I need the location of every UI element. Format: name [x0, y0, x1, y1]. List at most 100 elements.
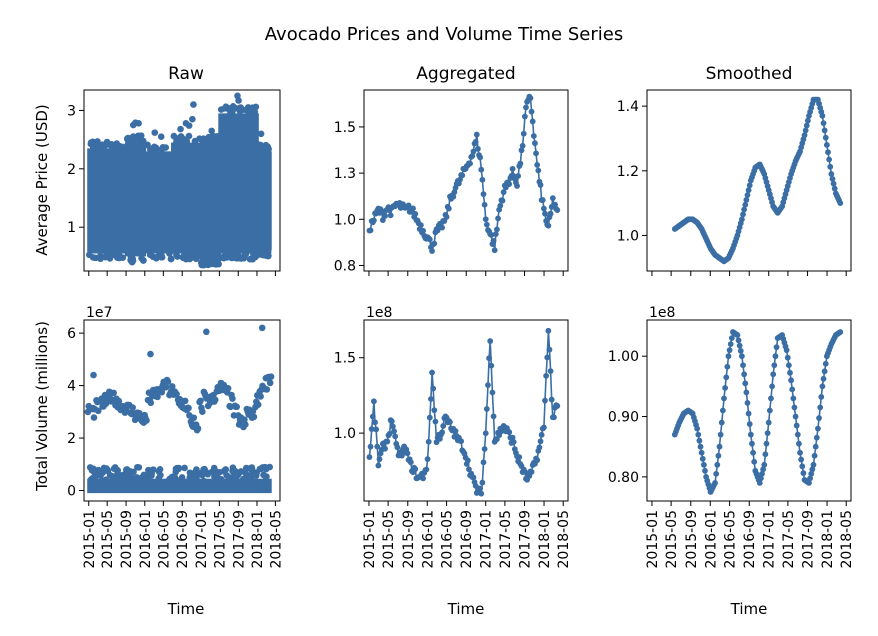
- data-point: [136, 477, 143, 485]
- data-point: [746, 421, 753, 427]
- outlier-point-14: [235, 97, 242, 104]
- data-point: [185, 404, 192, 412]
- data-point: [765, 419, 772, 426]
- panel-title-aggregated: Aggregated: [416, 64, 515, 84]
- data-point: [699, 455, 706, 462]
- data-point: [166, 475, 173, 483]
- data-point: [233, 403, 241, 411]
- outlier-point-19: [257, 130, 265, 138]
- data-point: [821, 368, 828, 375]
- data-point: [520, 130, 527, 137]
- outlier-point-10: [208, 127, 215, 135]
- data-point: [257, 393, 264, 400]
- data-point: [817, 404, 824, 411]
- data-point: [180, 135, 187, 143]
- data-point: [224, 384, 232, 392]
- data-point: [158, 388, 166, 396]
- data-point: [137, 132, 145, 139]
- data-point: [139, 137, 147, 145]
- data-point: [464, 457, 471, 464]
- data-point: [387, 212, 394, 219]
- data-point: [143, 417, 150, 424]
- data-point: [717, 431, 724, 438]
- xlabel-aggregated: Time: [447, 600, 485, 618]
- data-point: [371, 398, 377, 405]
- data-point: [99, 469, 107, 476]
- price-band-4: [198, 142, 222, 260]
- data-point: [147, 250, 154, 258]
- volume-dense-cluster: [87, 478, 272, 494]
- data-point: [469, 153, 476, 159]
- data-point: [536, 444, 543, 451]
- data-point: [392, 433, 399, 440]
- data-point: [499, 197, 506, 204]
- data-point: [263, 252, 270, 259]
- xlabel-raw: Time: [167, 600, 205, 618]
- data-point: [391, 428, 397, 435]
- data-point: [179, 254, 187, 261]
- data-point: [428, 396, 434, 402]
- x-tick-label: 2015-05: [664, 510, 680, 569]
- data-point: [267, 373, 275, 380]
- y-tick-label: 1.5: [334, 120, 356, 136]
- data-point: [744, 400, 751, 406]
- data-point: [239, 475, 247, 483]
- axes-frame: [363, 319, 569, 502]
- data-point: [740, 362, 746, 369]
- data-point: [715, 452, 722, 459]
- data-point: [521, 113, 528, 120]
- data-point: [89, 138, 97, 146]
- data-point: [812, 443, 819, 450]
- data-point: [815, 425, 821, 432]
- x-tick-label: 2018-05: [556, 510, 572, 569]
- data-point: [816, 415, 822, 421]
- y-tick-label: 4: [67, 379, 76, 395]
- data-point: [480, 191, 487, 198]
- data-point: [719, 407, 726, 414]
- data-point: [545, 222, 552, 229]
- data-point: [790, 395, 797, 402]
- outlier-point-2: [135, 119, 142, 127]
- data-point: [528, 469, 535, 475]
- data-point: [806, 480, 812, 486]
- data-point: [382, 445, 388, 452]
- data-point: [783, 347, 790, 354]
- y-tick-label: 0.8: [334, 258, 356, 274]
- data-point: [481, 446, 488, 452]
- data-point: [129, 257, 137, 264]
- data-point: [743, 196, 750, 203]
- data-point: [760, 466, 767, 473]
- data-point: [700, 461, 707, 468]
- outlier-point-18: [249, 124, 256, 132]
- data-point: [102, 476, 110, 483]
- data-point: [694, 425, 701, 432]
- data-point: [497, 202, 504, 209]
- data-point: [159, 144, 167, 151]
- data-point: [92, 144, 99, 152]
- data-point: [738, 216, 745, 223]
- x-tick-label: 2016-09: [175, 510, 191, 569]
- x-tick-label: 2015-09: [401, 510, 417, 569]
- data-point: [517, 160, 524, 167]
- data-point: [434, 227, 441, 234]
- xlabel-smoothed: Time: [730, 600, 768, 618]
- y-tick-label: 0: [67, 484, 76, 500]
- x-tick-label: 2016-01: [420, 510, 436, 569]
- x-tick-label: 2017-05: [781, 510, 797, 569]
- data-point: [819, 112, 826, 119]
- data-point: [254, 401, 262, 408]
- data-point: [242, 421, 249, 428]
- data-point: [229, 395, 236, 402]
- plot-area: [366, 327, 561, 497]
- price-band-1: [124, 142, 147, 257]
- data-point: [485, 382, 491, 389]
- data-point: [475, 145, 481, 152]
- data-point: [712, 480, 718, 486]
- data-point: [124, 474, 132, 481]
- outlier-point-1: [147, 350, 154, 358]
- price-band-6: [255, 151, 272, 251]
- data-point: [807, 475, 814, 482]
- data-point: [193, 475, 200, 483]
- data-point: [171, 473, 179, 481]
- data-point: [809, 466, 816, 473]
